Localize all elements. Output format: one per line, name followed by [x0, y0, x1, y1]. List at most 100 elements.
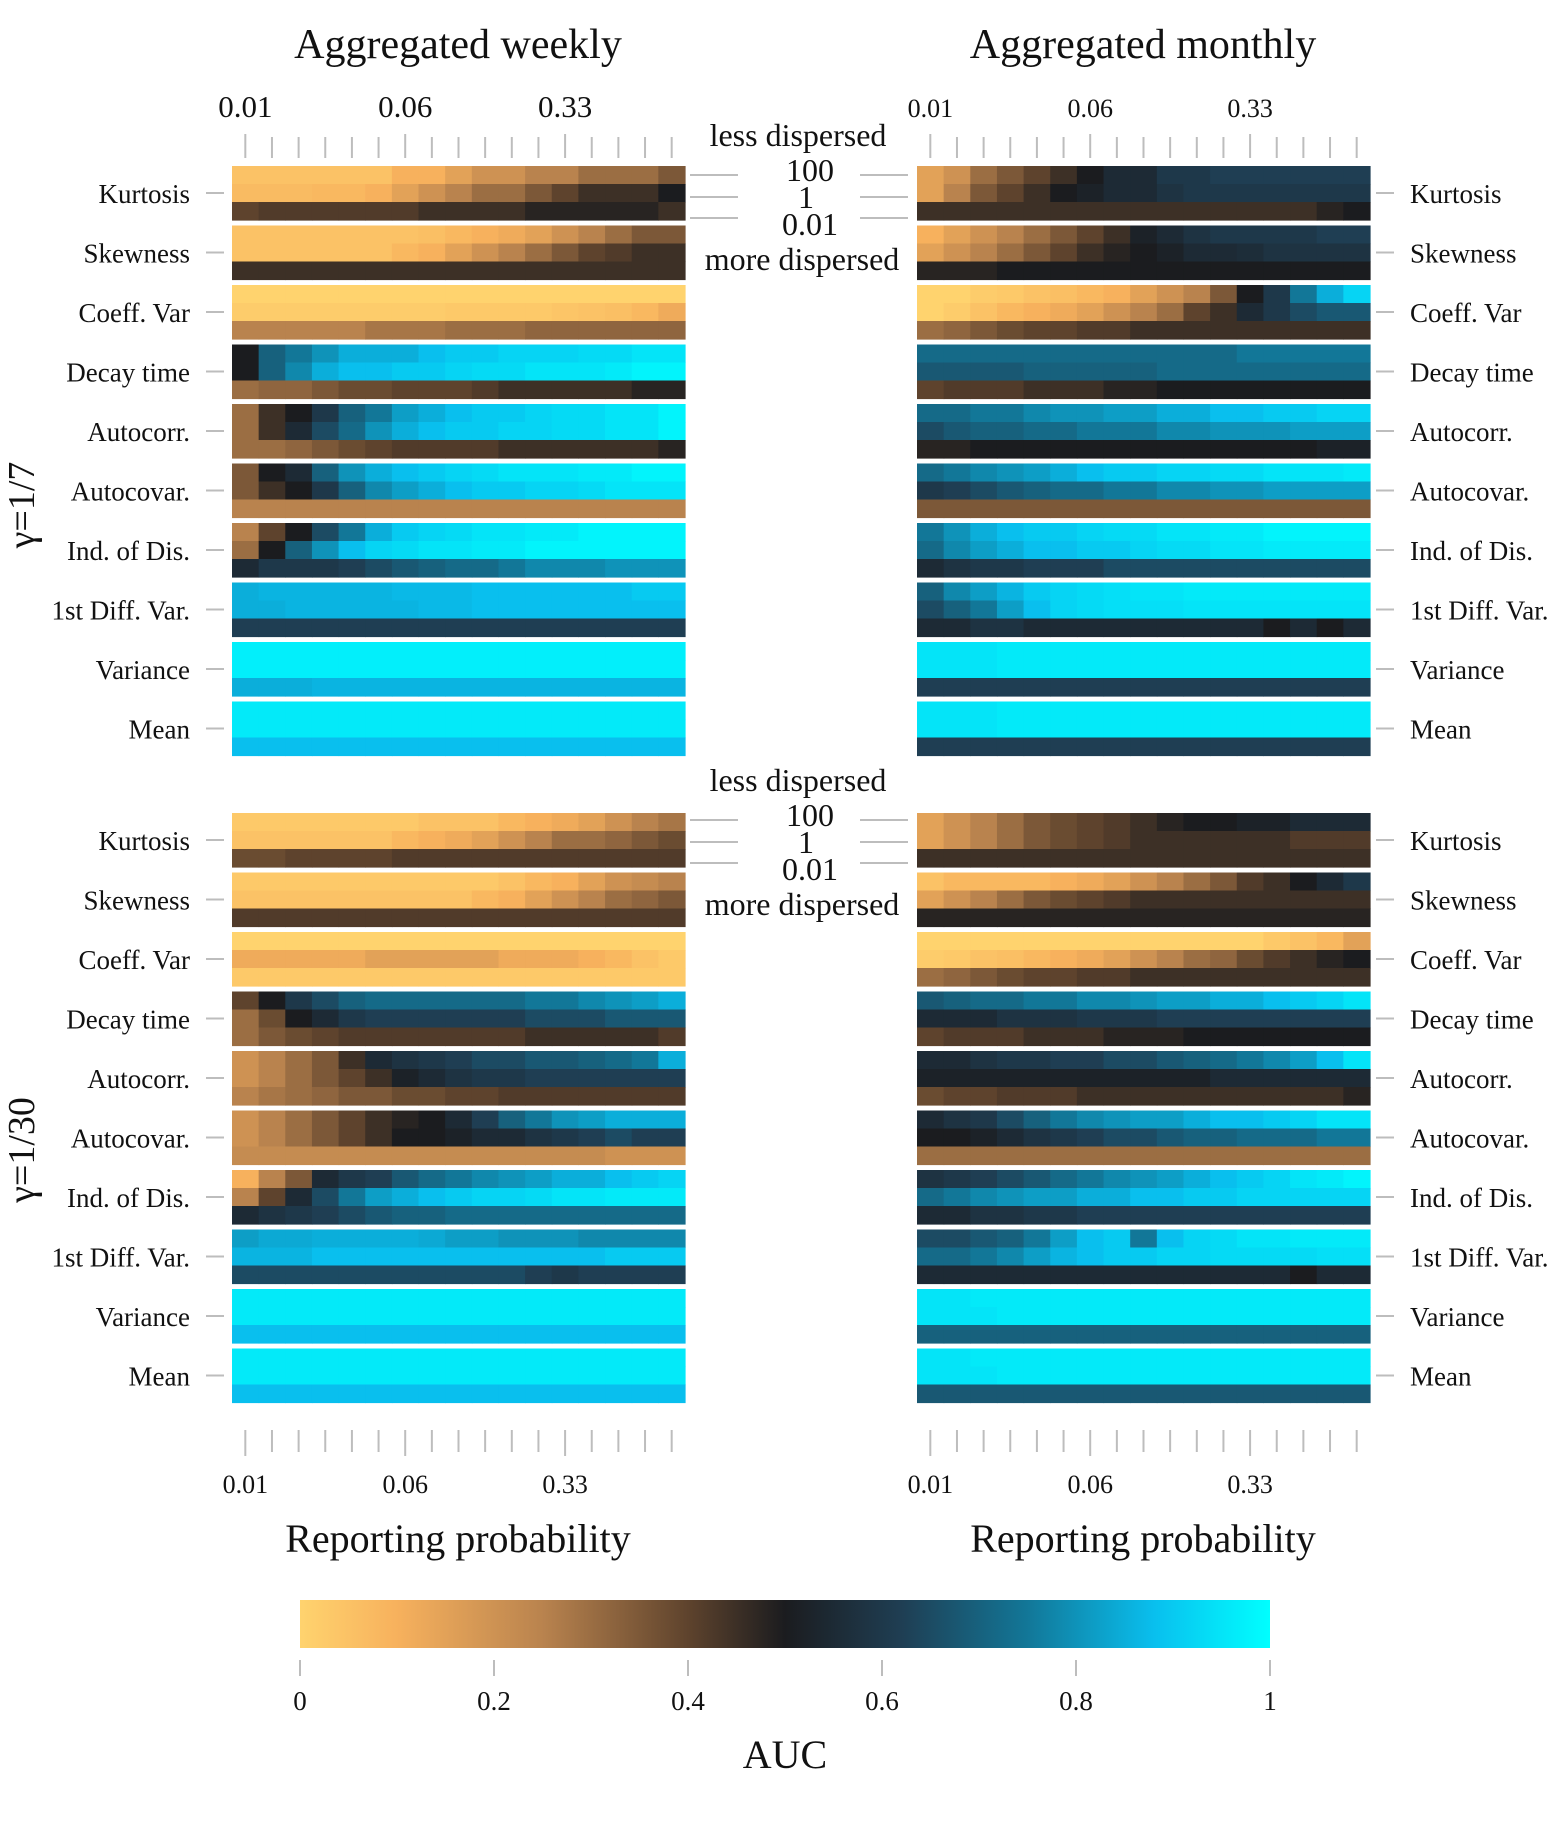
heatmap-cell — [365, 1206, 393, 1225]
heatmap-cell — [943, 701, 971, 721]
heatmap-cell — [943, 1325, 971, 1344]
heatmap-cell — [391, 559, 420, 578]
heatmap-cell — [631, 1146, 659, 1166]
heatmap-cell — [1343, 813, 1371, 832]
heatmap-cell — [525, 1348, 553, 1368]
heatmap-cell — [658, 380, 686, 400]
heatmap-cell — [338, 1265, 366, 1285]
heatmap-cell — [418, 1087, 446, 1106]
heatmap-cell — [1263, 1146, 1291, 1166]
heatmap-cell — [1316, 303, 1344, 322]
heatmap-cell — [258, 1170, 286, 1189]
heatmap-cell — [658, 642, 686, 661]
heatmap-cell — [1290, 1348, 1318, 1368]
heatmap-cell — [970, 1051, 998, 1070]
heatmap-cell — [1316, 872, 1344, 892]
heatmap-cell — [1343, 285, 1371, 304]
heatmap-cell — [605, 950, 633, 969]
heatmap-cell — [943, 1265, 971, 1285]
heatmap-cell — [658, 362, 686, 382]
heatmap-cell — [631, 660, 659, 679]
heatmap-cell — [917, 701, 945, 721]
heatmap-cell — [996, 1110, 1025, 1130]
heatmap-cell — [285, 642, 313, 661]
colorbar-tick-label: 0.8 — [1059, 1686, 1093, 1716]
heatmap-cell — [1103, 1051, 1131, 1070]
heatmap-cell — [1050, 582, 1078, 602]
heatmap-cell — [1076, 968, 1105, 987]
heatmap-cell — [605, 1188, 633, 1207]
heatmap-cell — [391, 1229, 420, 1249]
heatmap-cell — [1343, 1265, 1371, 1285]
heatmap-cell — [1076, 499, 1105, 519]
heatmap-cell — [1130, 303, 1158, 322]
heatmap-cell — [1290, 1366, 1318, 1386]
heatmap-cell — [551, 1206, 580, 1225]
heatmap-cell — [1076, 719, 1105, 739]
heatmap-cell — [311, 1069, 340, 1088]
heatmap-cell — [1130, 1110, 1158, 1130]
heatmap-cell — [605, 541, 633, 560]
heatmap-cell — [1076, 422, 1105, 441]
heatmap-cell — [365, 1027, 393, 1047]
metric-label: Kurtosis — [98, 179, 190, 209]
heatmap-cell — [1343, 737, 1371, 757]
heatmap-cell — [258, 1384, 286, 1404]
heatmap-cell — [1236, 1265, 1265, 1285]
heatmap-cell — [1343, 225, 1371, 245]
metric-label: Mean — [1410, 715, 1472, 745]
heatmap-cell — [1023, 463, 1051, 483]
heatmap-cell — [445, 303, 473, 322]
heatmap-cell — [658, 950, 686, 969]
heatmap-cell — [1130, 737, 1158, 757]
heatmap-cell — [1236, 813, 1265, 832]
heatmap-cell — [605, 701, 633, 721]
heatmap-cell — [551, 1087, 580, 1106]
heatmap-cell — [391, 1110, 420, 1130]
heatmap-cell — [525, 344, 553, 364]
heatmap-cell — [1263, 932, 1291, 951]
heatmap-cell — [1316, 523, 1344, 542]
heatmap-cell — [605, 678, 633, 697]
heatmap-cell — [1050, 1069, 1078, 1088]
heatmap-cell — [1023, 1110, 1051, 1130]
heatmap-cell — [1023, 813, 1051, 832]
heatmap-cell — [1183, 1110, 1211, 1130]
heatmap-cell — [1130, 523, 1158, 542]
heatmap-cell — [1050, 481, 1078, 501]
heatmap-cell — [525, 618, 553, 638]
heatmap-cell — [578, 872, 606, 892]
heatmap-cell — [551, 1170, 580, 1189]
heatmap-cell — [445, 831, 473, 850]
heatmap-cell — [1103, 1027, 1131, 1047]
heatmap-cell — [1183, 737, 1211, 757]
metric-label: Decay time — [66, 1005, 190, 1035]
heatmap-cell — [418, 1206, 446, 1225]
heatmap-cell — [578, 1188, 606, 1207]
heatmap-cell — [365, 523, 393, 542]
heatmap-cell — [578, 422, 606, 441]
heatmap-cell — [1290, 440, 1318, 459]
heatmap-cell — [1183, 481, 1211, 501]
heatmap-cell — [658, 678, 686, 697]
heatmap-cell — [232, 1087, 260, 1106]
heatmap-cell — [498, 908, 526, 928]
heatmap-cell — [285, 321, 313, 340]
heatmap-cell — [232, 1051, 260, 1070]
heatmap-cell — [970, 225, 998, 245]
heatmap-cell — [418, 831, 446, 850]
heatmap-cell — [970, 582, 998, 602]
heatmap-cell — [970, 908, 998, 928]
heatmap-cell — [365, 303, 393, 322]
heatmap-cell — [418, 1110, 446, 1130]
heatmap-cell — [498, 1229, 526, 1249]
colorbar-gradient — [300, 1600, 1270, 1648]
heatmap-cell — [970, 701, 998, 721]
heatmap-cell — [285, 737, 313, 757]
heatmap-cell — [258, 559, 286, 578]
heatmap-cell — [365, 968, 393, 987]
heatmap-cell — [1290, 404, 1318, 423]
heatmap-cell — [1103, 678, 1131, 697]
heatmap-cell — [605, 719, 633, 739]
metric-label: Mean — [129, 715, 191, 745]
